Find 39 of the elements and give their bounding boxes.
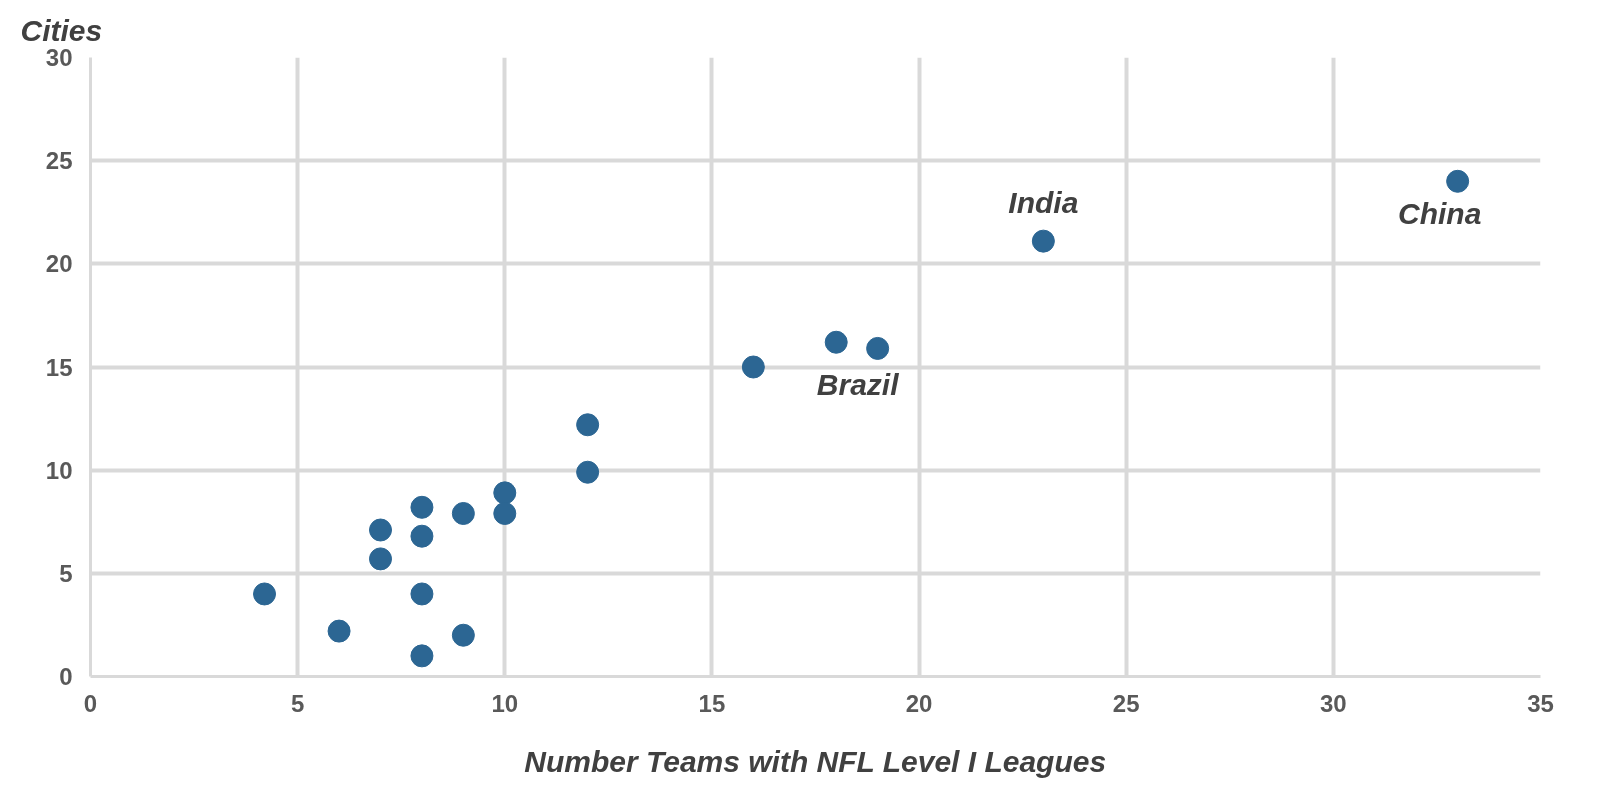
point <box>451 502 475 525</box>
point <box>741 355 765 379</box>
y-tick-label: 15 <box>45 353 73 381</box>
x-tick-label: 25 <box>1112 689 1140 717</box>
x-tick-label: 20 <box>905 689 933 717</box>
y-tick-label: 10 <box>45 456 73 484</box>
point <box>1446 169 1470 193</box>
point <box>410 582 434 606</box>
annotation: China <box>1397 197 1482 231</box>
point <box>451 623 475 647</box>
point <box>253 582 276 606</box>
y-tick-label: 25 <box>45 147 73 175</box>
point <box>410 495 434 519</box>
x-tick-label: 0 <box>83 689 98 717</box>
annotation: India <box>1008 186 1079 220</box>
point <box>369 518 392 542</box>
point <box>410 644 434 668</box>
x-tick-label: 5 <box>290 689 305 717</box>
y-axis-title: Cities <box>20 13 103 47</box>
x-axis-title: Number Teams with NFL Level I Leagues <box>524 744 1107 778</box>
x-tick-label: 15 <box>698 689 726 717</box>
x-tick-label: 35 <box>1527 689 1554 717</box>
point <box>1031 229 1055 253</box>
point <box>576 460 600 484</box>
point <box>327 619 351 643</box>
y-tick-label: 5 <box>59 559 73 587</box>
point <box>493 481 517 505</box>
x-tick-label: 30 <box>1320 689 1347 717</box>
point <box>824 330 848 354</box>
y-tick-label: 0 <box>59 663 73 690</box>
y-tick-label: 30 <box>45 44 73 71</box>
point <box>866 336 890 360</box>
y-tick-label: 20 <box>45 250 73 278</box>
annotation: Brazil <box>816 368 900 402</box>
point <box>410 524 434 548</box>
point <box>369 547 392 571</box>
point <box>493 502 517 525</box>
x-tick-label: 10 <box>491 689 519 717</box>
point <box>576 413 600 437</box>
